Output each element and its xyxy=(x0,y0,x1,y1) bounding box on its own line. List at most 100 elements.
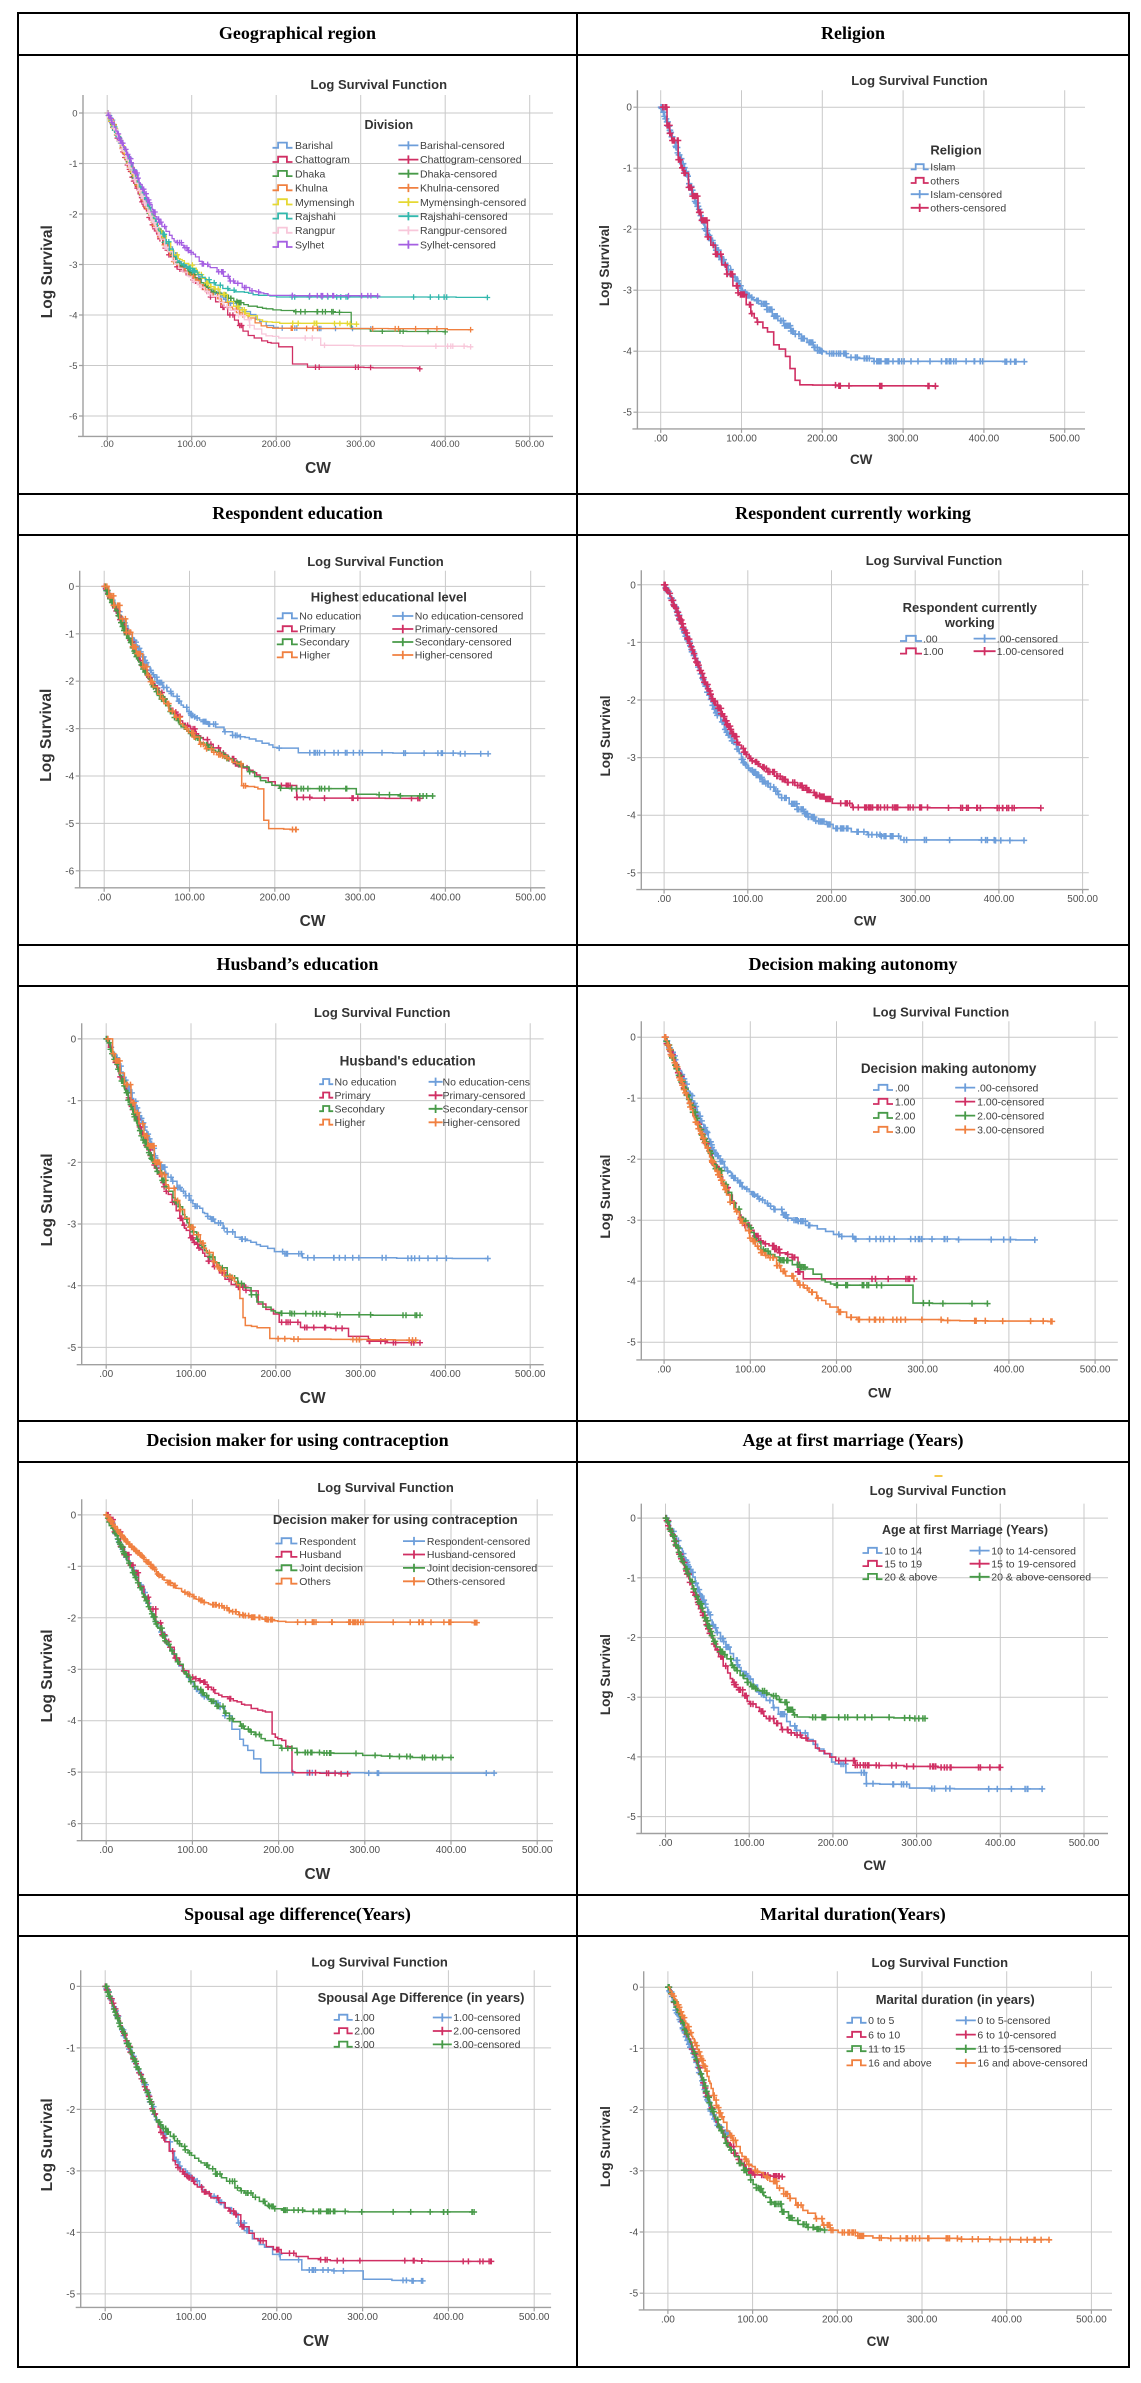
svg-text:-3: -3 xyxy=(627,1693,636,1704)
svg-text:200.00: 200.00 xyxy=(262,439,291,450)
svg-text:Chattogram-censored: Chattogram-censored xyxy=(420,154,522,166)
svg-text:Religion: Religion xyxy=(930,143,981,158)
svg-text:Log Survival Function: Log Survival Function xyxy=(866,553,1003,568)
svg-text:-3: -3 xyxy=(66,2166,75,2177)
svg-text:-3: -3 xyxy=(67,1220,76,1231)
svg-text:.00: .00 xyxy=(661,2314,675,2325)
svg-text:-1: -1 xyxy=(627,638,636,649)
svg-text:Respondent: Respondent xyxy=(299,1536,356,1548)
svg-text:.00: .00 xyxy=(654,433,668,444)
svg-text:500.00: 500.00 xyxy=(1069,1838,1100,1849)
svg-text:working: working xyxy=(944,615,995,630)
svg-text:400.00: 400.00 xyxy=(430,892,461,903)
svg-text:-5: -5 xyxy=(65,819,74,830)
svg-text:.00-censored: .00-censored xyxy=(977,1082,1038,1094)
svg-text:-1: -1 xyxy=(67,1562,76,1573)
svg-text:-6: -6 xyxy=(69,411,77,422)
svg-text:0: 0 xyxy=(70,1982,76,1993)
svg-text:CW: CW xyxy=(850,452,873,467)
svg-text:16 and above-censored: 16 and above-censored xyxy=(977,2058,1087,2070)
svg-text:400.00: 400.00 xyxy=(969,433,1000,444)
svg-text:-3: -3 xyxy=(627,753,636,764)
svg-text:.00: .00 xyxy=(659,1838,673,1849)
svg-text:500.00: 500.00 xyxy=(515,439,544,450)
svg-text:-2: -2 xyxy=(629,2105,638,2116)
svg-text:-4: -4 xyxy=(627,811,636,822)
svg-text:-3: -3 xyxy=(623,286,632,297)
svg-text:-5: -5 xyxy=(627,868,636,879)
svg-text:-5: -5 xyxy=(66,2289,75,2300)
svg-text:2.00: 2.00 xyxy=(895,1110,916,1122)
svg-text:100.00: 100.00 xyxy=(726,433,757,444)
svg-text:400.00: 400.00 xyxy=(984,894,1015,905)
svg-text:-4: -4 xyxy=(69,310,77,321)
svg-text:16 and above: 16 and above xyxy=(868,2058,932,2070)
svg-text:Log Survival: Log Survival xyxy=(38,689,55,782)
svg-text:Barishal-censored: Barishal-censored xyxy=(420,140,505,152)
svg-text:3.00: 3.00 xyxy=(895,1124,916,1136)
svg-text:Log Survival Function: Log Survival Function xyxy=(317,1480,454,1495)
svg-text:0: 0 xyxy=(69,582,75,593)
svg-text:Husband-censored: Husband-censored xyxy=(427,1549,516,1561)
svg-text:-4: -4 xyxy=(627,1277,636,1288)
svg-text:11 to 15-censored: 11 to 15-censored xyxy=(977,2044,1061,2056)
svg-text:-6: -6 xyxy=(67,1819,76,1830)
svg-text:100.00: 100.00 xyxy=(174,892,205,903)
svg-text:500.00: 500.00 xyxy=(1080,1364,1111,1375)
svg-text:20 & above-censored: 20 & above-censored xyxy=(991,1572,1091,1584)
svg-text:Decision making autonomy: Decision making autonomy xyxy=(861,1061,1037,1076)
svg-text:.00-censored: .00-censored xyxy=(997,633,1058,645)
svg-text:0: 0 xyxy=(630,580,636,591)
svg-text:10 to 14-censored: 10 to 14-censored xyxy=(991,1545,1076,1557)
svg-text:6 to 10: 6 to 10 xyxy=(868,2029,900,2041)
svg-text:100.00: 100.00 xyxy=(176,2312,207,2323)
svg-text:CW: CW xyxy=(304,1866,330,1883)
svg-text:500.00: 500.00 xyxy=(522,1845,553,1856)
svg-text:-1: -1 xyxy=(67,1096,76,1107)
svg-text:100.00: 100.00 xyxy=(735,1364,766,1375)
svg-text:-5: -5 xyxy=(67,1343,76,1354)
svg-text:-2: -2 xyxy=(67,1613,76,1624)
svg-text:-1: -1 xyxy=(69,159,77,170)
svg-text:200.00: 200.00 xyxy=(260,892,291,903)
svg-text:Khulna: Khulna xyxy=(295,183,328,195)
svg-text:Log Survival Function: Log Survival Function xyxy=(872,1955,1009,1970)
svg-text:Chattogram: Chattogram xyxy=(295,154,350,166)
svg-text:Primary-censored: Primary-censored xyxy=(443,1090,526,1102)
svg-text:1.00: 1.00 xyxy=(923,646,944,658)
svg-text:Primary: Primary xyxy=(299,624,336,636)
svg-text:Respondent currently: Respondent currently xyxy=(903,600,1038,615)
svg-text:Log Survival Function: Log Survival Function xyxy=(307,554,444,569)
svg-text:-4: -4 xyxy=(65,772,74,783)
svg-text:Log Survival: Log Survival xyxy=(597,225,612,306)
svg-text:Decision maker for using contr: Decision maker for using contraception xyxy=(273,1512,518,1527)
svg-text:Islam-censored: Islam-censored xyxy=(930,189,1002,201)
svg-text:0 to 5: 0 to 5 xyxy=(868,2015,894,2027)
svg-text:3.00-censored: 3.00-censored xyxy=(453,2039,520,2051)
svg-text:Log Survival: Log Survival xyxy=(39,2098,56,2191)
svg-text:Others-censored: Others-censored xyxy=(427,1576,505,1588)
svg-text:Secondary: Secondary xyxy=(335,1104,386,1116)
svg-text:1.00-censored: 1.00-censored xyxy=(453,2012,520,2024)
svg-text:CW: CW xyxy=(854,914,877,929)
svg-text:CW: CW xyxy=(303,2333,329,2350)
svg-text:Husband: Husband xyxy=(299,1549,341,1561)
svg-text:.00: .00 xyxy=(923,633,938,645)
svg-text:Respondent-censored: Respondent-censored xyxy=(427,1536,530,1548)
svg-text:Marital duration (in years): Marital duration (in years) xyxy=(876,1992,1035,2007)
svg-text:6 to 10-censored: 6 to 10-censored xyxy=(977,2029,1056,2041)
svg-text:No education: No education xyxy=(335,1077,397,1089)
svg-text:-2: -2 xyxy=(66,2105,75,2116)
svg-text:Log Survival: Log Survival xyxy=(39,225,56,318)
svg-text:2.00-censored: 2.00-censored xyxy=(453,2026,520,2038)
svg-text:100.00: 100.00 xyxy=(177,439,206,450)
svg-text:Mymensingh: Mymensingh xyxy=(295,197,355,209)
svg-text:Log Survival Function: Log Survival Function xyxy=(851,73,988,88)
svg-text:Sylhet: Sylhet xyxy=(295,239,324,251)
svg-text:Others: Others xyxy=(299,1576,331,1588)
svg-text:-3: -3 xyxy=(69,260,77,271)
svg-text:300.00: 300.00 xyxy=(900,894,931,905)
svg-text:Log Survival: Log Survival xyxy=(39,1153,56,1246)
svg-text:CW: CW xyxy=(300,913,326,930)
svg-text:Sylhet-censored: Sylhet-censored xyxy=(420,239,496,251)
